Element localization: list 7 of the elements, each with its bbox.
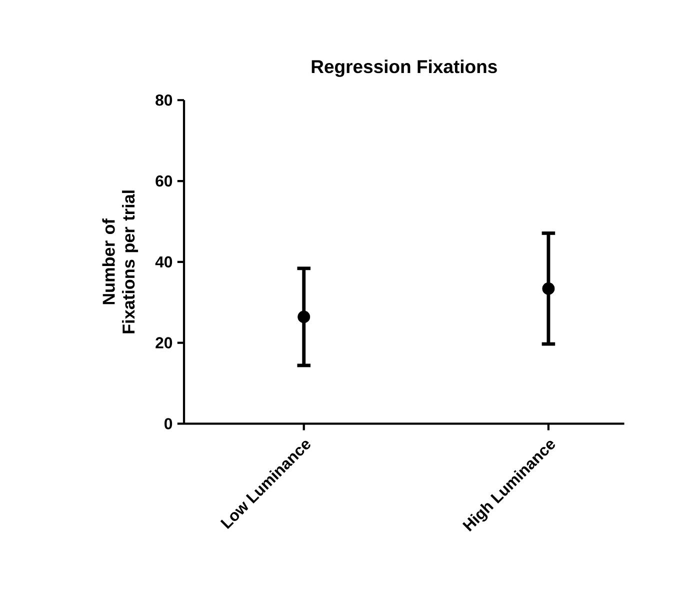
y-tick-label: 60 xyxy=(156,176,172,187)
y-tick-label: 20 xyxy=(156,337,172,349)
chart-title: Regression Fixations xyxy=(312,60,497,78)
y-tick-label: 80 xyxy=(156,94,172,106)
y-axis-title: Number of Fixations per trial xyxy=(102,190,138,334)
y-tick-label: 40 xyxy=(155,256,172,268)
y-tick-label: 0 xyxy=(164,418,172,430)
